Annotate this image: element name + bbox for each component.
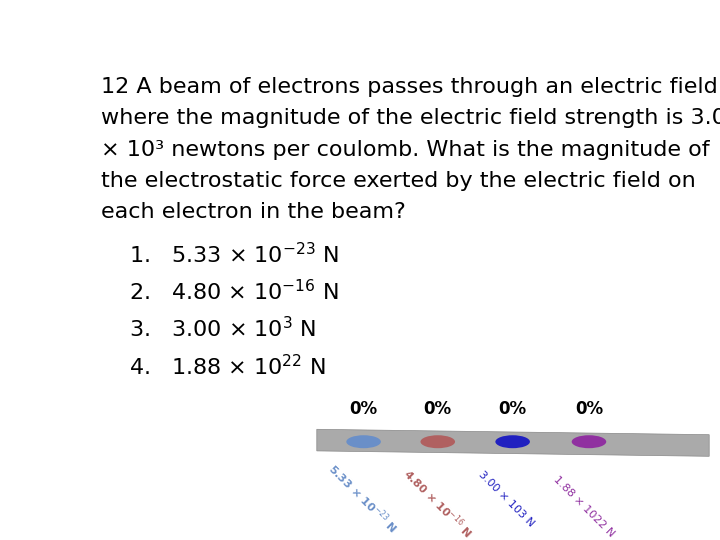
Text: 5.33 × 10$^{-23}$ N: 5.33 × 10$^{-23}$ N	[325, 460, 401, 536]
Text: 12 A beam of electrons passes through an electric field: 12 A beam of electrons passes through an…	[101, 77, 718, 97]
Text: 0%: 0%	[423, 401, 452, 418]
Text: 4.   1.88 × 10$^{22}$ N: 4. 1.88 × 10$^{22}$ N	[129, 354, 325, 379]
Text: 0%: 0%	[349, 401, 378, 418]
Text: each electron in the beam?: each electron in the beam?	[101, 202, 406, 222]
Text: 4.80 × 10$^{-16}$ N: 4.80 × 10$^{-16}$ N	[400, 465, 476, 540]
Text: where the magnitude of the electric field strength is 3.00: where the magnitude of the electric fiel…	[101, 109, 720, 129]
Text: × 10³ newtons per coulomb. What is the magnitude of: × 10³ newtons per coulomb. What is the m…	[101, 140, 710, 160]
Text: 3.00 × 103 N: 3.00 × 103 N	[477, 470, 536, 529]
Text: the electrostatic force exerted by the electric field on: the electrostatic force exerted by the e…	[101, 171, 696, 191]
Text: 1.   5.33 × 10$^{-23}$ N: 1. 5.33 × 10$^{-23}$ N	[129, 241, 339, 267]
Text: 0%: 0%	[498, 401, 527, 418]
Text: 0%: 0%	[575, 401, 603, 418]
Text: 1.88 × 1022 N: 1.88 × 1022 N	[552, 474, 616, 539]
Text: 2.   4.80 × 10$^{-16}$ N: 2. 4.80 × 10$^{-16}$ N	[129, 279, 338, 304]
Text: 3.   3.00 × 10$^{3}$ N: 3. 3.00 × 10$^{3}$ N	[129, 316, 316, 342]
